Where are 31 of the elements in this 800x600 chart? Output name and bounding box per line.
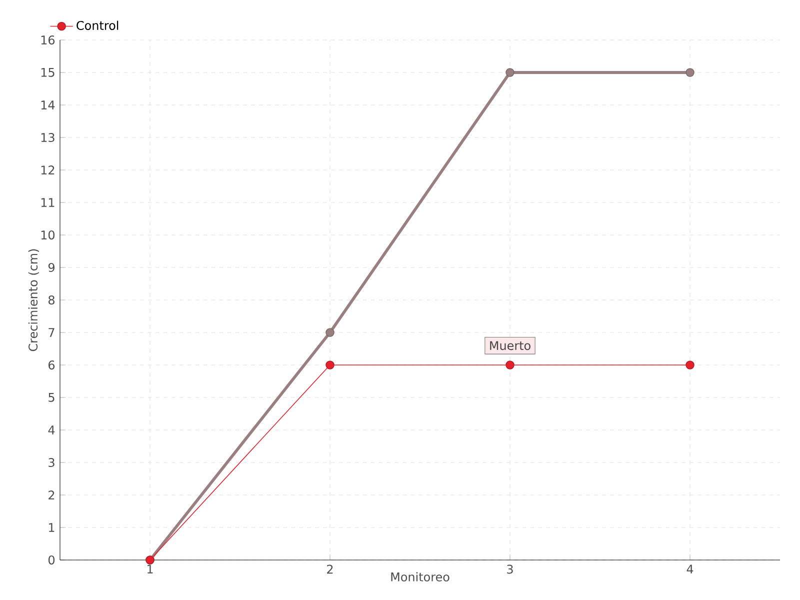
annotation: Muerto	[490, 341, 530, 350]
point	[686, 360, 694, 370]
x-tick-label: 2	[327, 564, 333, 574]
y-tick-label: 14	[41, 100, 55, 110]
y-tick-label: 11	[41, 198, 54, 207]
x-tick-label: 3	[507, 564, 513, 574]
point	[326, 328, 334, 337]
point	[686, 68, 694, 77]
y-tick-label: 1	[49, 523, 54, 532]
y-tick-label: 3	[48, 458, 54, 468]
y-tick-label: 5	[48, 393, 54, 402]
y-tick-label: 10	[41, 230, 55, 240]
y-tick-label: 16	[41, 35, 55, 45]
y-tick-label: 0	[48, 555, 55, 565]
y-tick-label: 4	[48, 426, 55, 434]
y-axis-title: Crecimiento (cm)	[28, 249, 39, 352]
y-tick-label: 8	[48, 295, 54, 305]
y-tick-label: 6	[48, 360, 55, 370]
x-tick-label: 1	[148, 564, 153, 574]
y-tick-label: 12	[41, 166, 54, 174]
y-tick-label: 2	[48, 490, 54, 500]
point	[326, 360, 334, 370]
y-tick-label: 7	[48, 328, 54, 337]
y-tick-label: 9	[48, 262, 54, 272]
x-tick-label: 4	[686, 564, 694, 574]
x-axis-title: Monitoreo	[391, 572, 450, 582]
point	[506, 360, 514, 370]
y-tick-label: 13	[41, 132, 54, 142]
point	[506, 68, 514, 77]
legend-label: Control	[76, 20, 118, 30]
y-tick-label: 15	[41, 68, 54, 77]
